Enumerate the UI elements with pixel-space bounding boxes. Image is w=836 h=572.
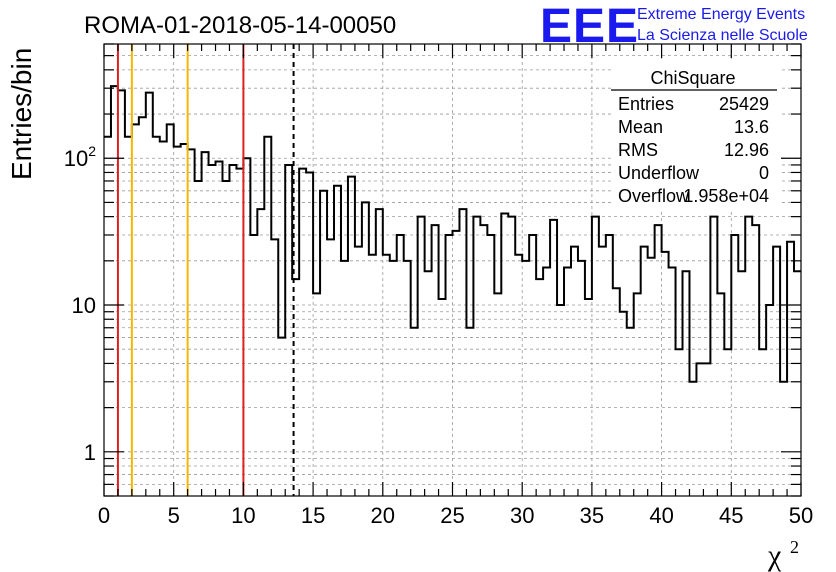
stats-row-value: 0 — [759, 163, 769, 183]
y-tick-label: 102 — [64, 143, 96, 171]
x-tick-label: 35 — [580, 503, 604, 528]
x-axis-label-sup: 2 — [790, 537, 799, 557]
eee-logo: EEE Extreme Energy Events La Scienza nel… — [540, 0, 808, 53]
x-tick-label: 15 — [301, 503, 325, 528]
y-tick-label-base: 10 — [64, 146, 88, 171]
chart-title: ROMA-01-2018-05-14-00050 — [84, 12, 396, 39]
stats-row-value: 1.958e+04 — [683, 186, 769, 206]
x-tick-label: 50 — [789, 503, 813, 528]
grid-lines — [104, 44, 801, 496]
logo-line1: Extreme Energy Events — [637, 6, 805, 23]
x-tick-label: 10 — [231, 503, 255, 528]
stats-row-label: Underflow — [618, 163, 700, 183]
x-tick-labels: 0 5 10 15 20 25 30 35 40 45 50 — [98, 503, 813, 528]
y-tick-label: 10 — [72, 293, 96, 318]
histogram-outline — [104, 85, 801, 383]
stats-row-value: 13.6 — [734, 117, 769, 137]
stats-row-label: RMS — [618, 140, 658, 160]
x-tick-label: 45 — [719, 503, 743, 528]
y-tick-label-sup: 2 — [88, 143, 96, 159]
x-tick-label: 0 — [98, 503, 110, 528]
stats-box-title: ChiSquare — [650, 68, 735, 88]
x-tick-label: 30 — [510, 503, 534, 528]
x-tick-label: 5 — [168, 503, 180, 528]
stats-row-label: Entries — [618, 94, 674, 114]
logo-line2: La Scienza nelle Scuole — [637, 27, 808, 44]
stats-box: ChiSquare Entries 25429 Mean 13.6 RMS 12.96 Un… — [611, 60, 781, 210]
y-axis-label: Entries/bin — [6, 48, 37, 180]
x-axis-label-base: χ — [767, 539, 782, 572]
stats-row-value: 25429 — [719, 94, 769, 114]
x-tick-label: 40 — [649, 503, 673, 528]
axis-ticks — [103, 43, 802, 497]
stats-row-value: 12.96 — [724, 140, 769, 160]
stats-row-label: Overflow — [618, 186, 690, 206]
stats-box-rows: Entries 25429 Mean 13.6 RMS 12.96 Underflow 0 Ov… — [618, 94, 769, 206]
x-tick-label: 25 — [440, 503, 464, 528]
x-axis-label: χ 2 — [767, 537, 799, 572]
y-tick-label: 1 — [84, 440, 96, 465]
logo-mark: EEE — [540, 0, 639, 53]
stats-box-bg — [611, 60, 781, 210]
x-tick-label: 20 — [371, 503, 395, 528]
stats-row-label: Mean — [618, 117, 663, 137]
reference-lines — [116, 44, 295, 496]
